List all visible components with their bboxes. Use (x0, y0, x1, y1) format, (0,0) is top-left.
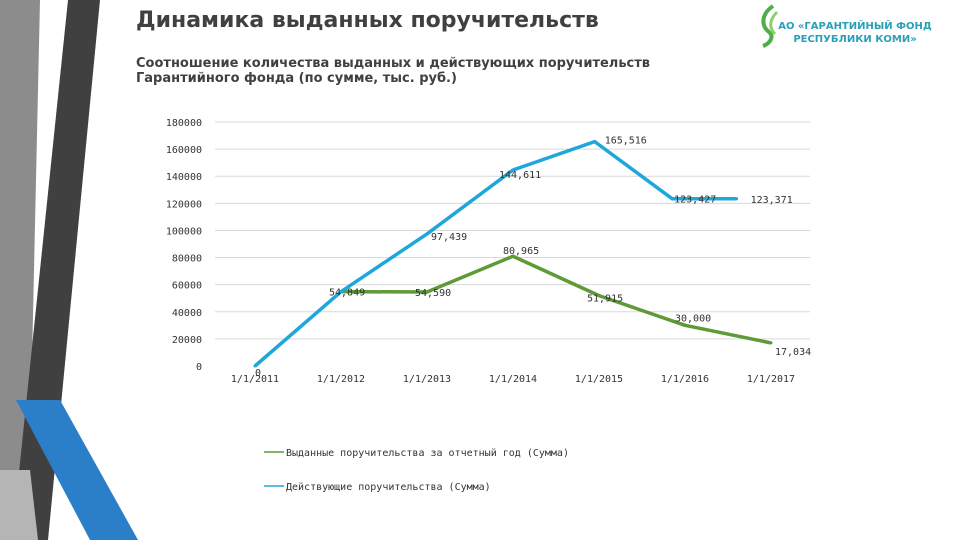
y-tick-label: 0 (196, 362, 202, 373)
fund-logo-icon (761, 4, 779, 48)
y-tick-label: 20000 (172, 335, 202, 346)
y-tick-label: 80000 (172, 254, 202, 265)
x-tick-label: 1/1/2011 (231, 374, 279, 385)
x-tick-label: 1/1/2013 (403, 374, 451, 385)
series-line (340, 254, 772, 345)
series-line (253, 139, 737, 368)
data-label: 54,849 (329, 288, 365, 299)
data-label: 123,371 (751, 195, 793, 206)
data-label: 80,965 (503, 246, 539, 257)
x-tick-label: 1/1/2015 (575, 374, 623, 385)
data-point (511, 168, 515, 172)
y-tick-label: 100000 (166, 226, 202, 237)
data-point (425, 290, 429, 294)
x-tick-label: 1/1/2012 (317, 374, 365, 385)
x-tick-label: 1/1/2014 (489, 374, 537, 385)
data-label: 165,516 (605, 136, 647, 147)
y-tick-label: 40000 (172, 308, 202, 319)
page-title: Динамика выданных поручительств (136, 8, 599, 33)
stripe-gray (0, 470, 38, 540)
data-point (511, 254, 515, 258)
data-label: 144,611 (499, 170, 541, 181)
data-label: 54,590 (415, 288, 451, 299)
data-point (683, 323, 687, 327)
data-point (425, 232, 429, 236)
data-point (735, 197, 739, 201)
chart-labels: 54,849 54,590 80,965 51,915 30,000 17,034 0 97,… (255, 136, 811, 379)
x-tick-label: 1/1/2016 (661, 374, 709, 385)
data-label: 0 (255, 368, 261, 379)
legend-label: Выданные поручительства за отчетный год … (286, 447, 569, 459)
legend-label: Действующие поручительства (Сумма) (286, 481, 491, 493)
org-name: АО «ГАРАНТИЙНЫЙ ФОНД РЕСПУБЛИКИ КОМИ» (775, 20, 935, 46)
chart-grid: 0 20000 40000 60000 80000 100000 120000 140000 1… (166, 118, 810, 385)
y-tick-label: 120000 (166, 199, 202, 210)
decorative-stripes (0, 0, 138, 540)
data-label: 123,427 (674, 195, 716, 206)
data-label: 30,000 (675, 313, 711, 324)
data-point (339, 290, 343, 294)
data-point (769, 341, 773, 345)
chart-series (253, 139, 773, 368)
y-tick-label: 140000 (166, 172, 202, 183)
data-point (670, 197, 674, 201)
chart-legend: Выданные поручительства за отчетный год … (264, 447, 569, 493)
stripe-blue (16, 400, 138, 540)
data-point (597, 294, 601, 298)
data-label: 97,439 (431, 232, 467, 243)
y-tick-label: 160000 (166, 145, 202, 156)
org-name-line1: АО «ГАРАНТИЙНЫЙ ФОНД (778, 21, 932, 32)
y-tick-label: 180000 (166, 118, 202, 129)
org-name-line2: РЕСПУБЛИКИ КОМИ» (793, 34, 917, 45)
data-point (253, 364, 257, 368)
data-point (593, 140, 597, 144)
page-subtitle: Соотношение количества выданных и действ… (136, 56, 651, 86)
data-label: 17,034 (775, 347, 811, 358)
y-tick-label: 60000 (172, 281, 202, 292)
data-label: 51,915 (587, 294, 623, 305)
x-tick-label: 1/1/2017 (747, 374, 795, 385)
